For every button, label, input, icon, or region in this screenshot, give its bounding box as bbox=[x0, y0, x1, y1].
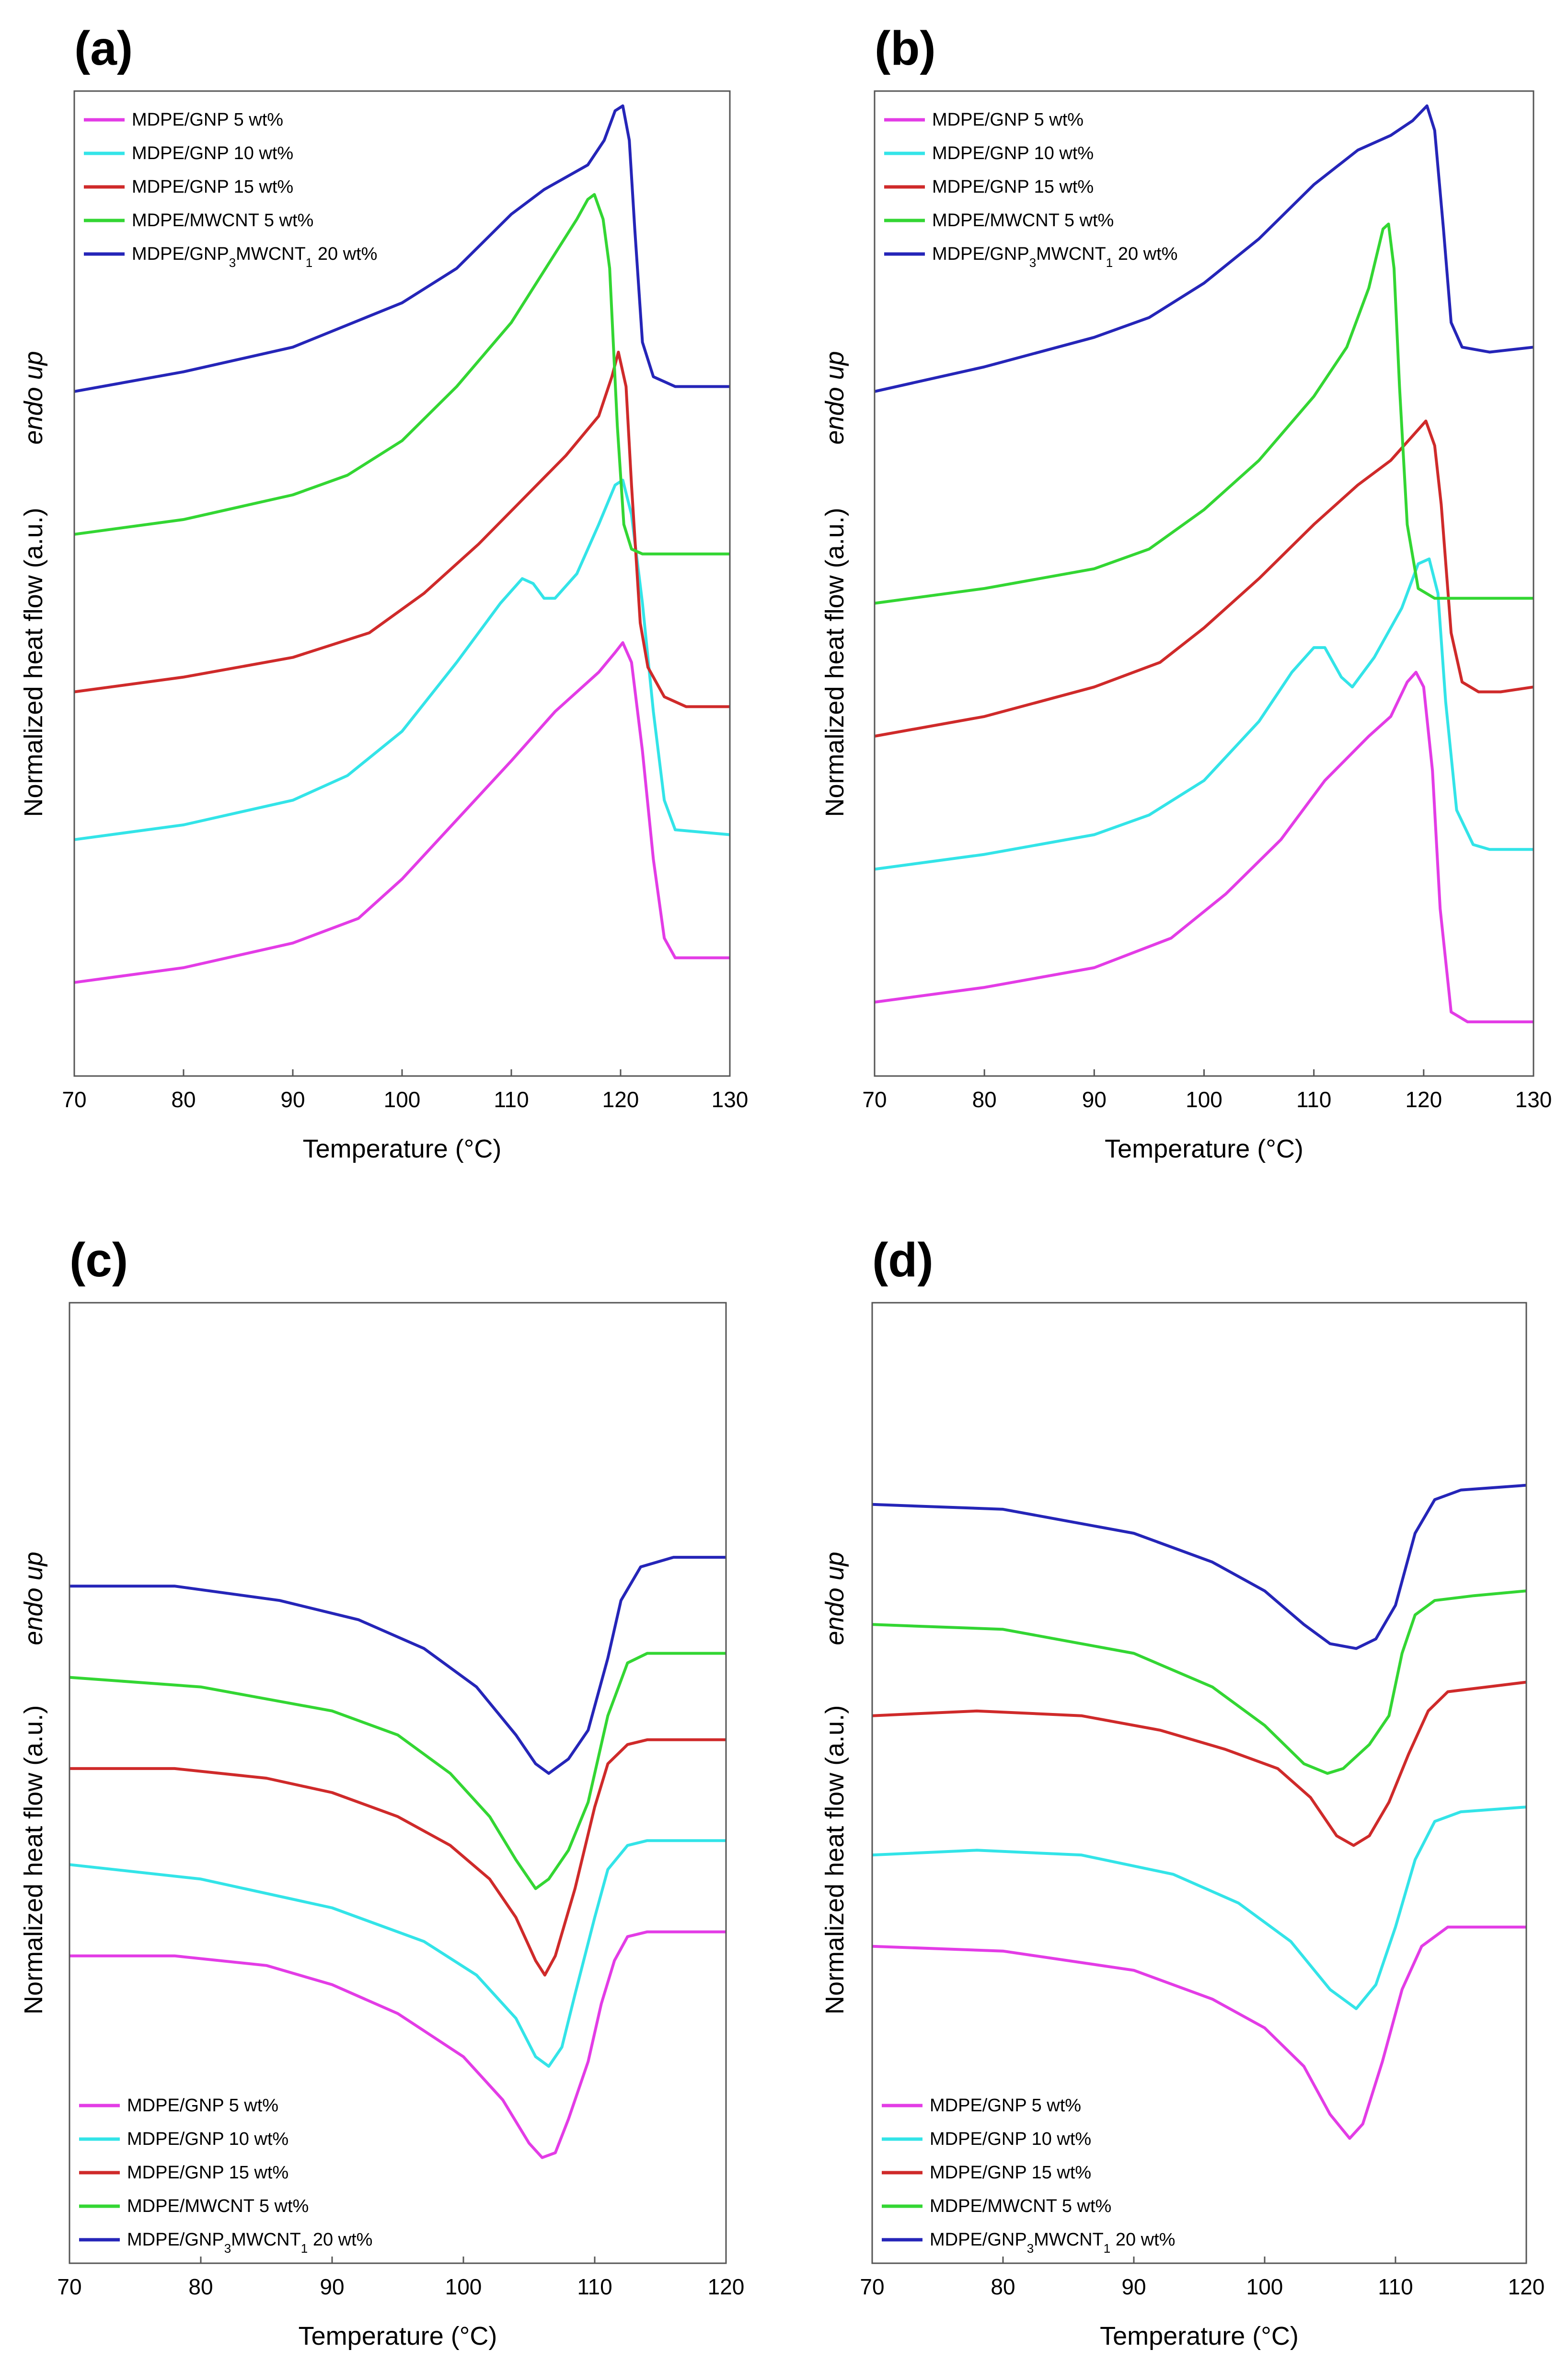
x-tick-label: 130 bbox=[1515, 1087, 1552, 1112]
series-line-2 bbox=[69, 1839, 726, 2068]
x-axis-label: Temperature (°C) bbox=[299, 2322, 497, 2350]
panel-label: (b) bbox=[875, 22, 936, 75]
legend: MDPE/GNP 5 wt% MDPE/GNP 10 wt% MDPE/GNP 15… bbox=[79, 2095, 372, 2256]
x-tick-label: 100 bbox=[1246, 2274, 1283, 2299]
x-tick-label: 110 bbox=[1378, 2274, 1413, 2299]
chart-panel-3: (c) 70 80 90 100 110 120 Temperature (°C) Normal… bbox=[19, 1233, 744, 2350]
series-line-1 bbox=[872, 1925, 1526, 2140]
legend-entry: MDPE/GNP 15 wt% bbox=[127, 2163, 288, 2183]
legend-entry: MDPE/GNP3MWCNT1 20 wt% bbox=[132, 244, 377, 270]
legend-entry: MDPE/GNP 10 wt% bbox=[930, 2129, 1091, 2149]
endo-up-annotation: endo up bbox=[820, 1551, 849, 1645]
legend-entry: MDPE/GNP 15 wt% bbox=[932, 177, 1094, 197]
series-line-2 bbox=[874, 557, 1533, 871]
legend-entry: MDPE/GNP 10 wt% bbox=[127, 2129, 288, 2149]
x-tick-label: 80 bbox=[171, 1087, 196, 1112]
series-line-1 bbox=[74, 641, 730, 984]
x-tick-label: 100 bbox=[445, 2274, 482, 2299]
series-line-4 bbox=[74, 193, 730, 556]
legend-entry: MDPE/GNP 5 wt% bbox=[127, 2095, 278, 2116]
series-line-2 bbox=[74, 478, 730, 841]
legend-entry: MDPE/GNP 5 wt% bbox=[930, 2095, 1081, 2116]
x-axis-label: Temperature (°C) bbox=[1105, 1134, 1303, 1163]
series-line-2 bbox=[872, 1806, 1527, 2010]
y-axis-label: Normalized heat flow (a.u.) bbox=[820, 508, 849, 817]
endo-up-annotation: endo up bbox=[19, 351, 48, 444]
x-tick-label: 120 bbox=[1508, 2274, 1545, 2299]
plot-frame bbox=[69, 1302, 727, 2264]
legend-entry: MDPE/MWCNT 5 wt% bbox=[930, 2196, 1111, 2216]
chart-panel-2: (b) 70 80 90 100 110 120 130 Temperature (°C) Nor… bbox=[820, 22, 1552, 1163]
x-tick-label: 120 bbox=[602, 1087, 639, 1112]
endo-up-annotation: endo up bbox=[19, 1551, 48, 1645]
panel-label: (d) bbox=[872, 1233, 934, 1287]
series-line-3 bbox=[69, 1738, 726, 1977]
x-axis-label: Temperature (°C) bbox=[1100, 2322, 1299, 2350]
chart-panel-4: (d) 70 80 90 100 110 120 Temperature (°C) Normal… bbox=[820, 1233, 1545, 2350]
chart-panel-1: (a) 70 80 90 100 110 120 130 Temperature (°C) Nor… bbox=[19, 22, 748, 1163]
series-line-4 bbox=[874, 222, 1533, 605]
legend-entry: MDPE/MWCNT 5 wt% bbox=[132, 210, 313, 231]
legend-entry: MDPE/MWCNT 5 wt% bbox=[932, 210, 1114, 231]
series-line-5 bbox=[69, 1556, 726, 1775]
x-tick-label: 90 bbox=[1121, 2274, 1146, 2299]
x-tick-label: 80 bbox=[972, 1087, 997, 1112]
x-tick-label: 90 bbox=[1082, 1087, 1107, 1112]
series-line-5 bbox=[874, 104, 1534, 393]
x-tick-label: 80 bbox=[991, 2274, 1015, 2299]
x-tick-label: 90 bbox=[280, 1087, 305, 1112]
legend-entry: MDPE/GNP 10 wt% bbox=[932, 143, 1094, 163]
x-tick-label: 100 bbox=[1186, 1087, 1222, 1112]
legend-entry: MDPE/GNP3MWCNT1 20 wt% bbox=[127, 2230, 372, 2256]
x-tick-label: 70 bbox=[862, 1087, 887, 1112]
legend-entry: MDPE/GNP 5 wt% bbox=[932, 110, 1084, 130]
x-tick-label: 110 bbox=[494, 1087, 529, 1112]
x-tick-label: 120 bbox=[708, 2274, 745, 2299]
x-tick-label: 100 bbox=[384, 1087, 421, 1112]
series-line-5 bbox=[872, 1483, 1527, 1650]
legend-entry: MDPE/MWCNT 5 wt% bbox=[127, 2196, 309, 2216]
y-axis-label: Normalized heat flow (a.u.) bbox=[19, 508, 48, 817]
x-tick-label: 70 bbox=[57, 2274, 81, 2299]
series-line-4 bbox=[69, 1652, 726, 1890]
x-tick-label: 110 bbox=[1296, 1087, 1331, 1112]
legend: MDPE/GNP 5 wt% MDPE/GNP 10 wt% MDPE/GNP 15… bbox=[84, 110, 377, 270]
panel-label: (a) bbox=[74, 22, 133, 75]
legend: MDPE/GNP 5 wt% MDPE/GNP 10 wt% MDPE/GNP 15… bbox=[884, 110, 1177, 270]
legend-entry: MDPE/GNP 5 wt% bbox=[132, 110, 283, 130]
plot-frame bbox=[73, 90, 731, 1077]
series-line-4 bbox=[872, 1589, 1527, 1775]
y-axis-label: Normalized heat flow (a.u.) bbox=[820, 1705, 849, 2014]
legend-entry: MDPE/GNP3MWCNT1 20 wt% bbox=[930, 2230, 1175, 2256]
x-axis-label: Temperature (°C) bbox=[303, 1134, 502, 1163]
series-line-1 bbox=[874, 671, 1533, 1023]
legend-entry: MDPE/GNP3MWCNT1 20 wt% bbox=[932, 244, 1177, 270]
legend-entry: MDPE/GNP 10 wt% bbox=[132, 143, 293, 163]
x-tick-label: 70 bbox=[62, 1087, 86, 1112]
x-tick-label: 130 bbox=[712, 1087, 749, 1112]
y-axis-label: Normalized heat flow (a.u.) bbox=[19, 1705, 48, 2014]
x-tick-label: 90 bbox=[320, 2274, 344, 2299]
x-tick-label: 80 bbox=[188, 2274, 213, 2299]
x-tick-label: 70 bbox=[860, 2274, 884, 2299]
legend-entry: MDPE/GNP 15 wt% bbox=[132, 177, 293, 197]
legend: MDPE/GNP 5 wt% MDPE/GNP 10 wt% MDPE/GNP 15… bbox=[882, 2095, 1175, 2256]
series-line-5 bbox=[74, 104, 730, 393]
plot-frame bbox=[871, 1302, 1527, 2264]
endo-up-annotation: endo up bbox=[820, 351, 849, 444]
panel-label: (c) bbox=[69, 1233, 128, 1287]
series-line-1 bbox=[69, 1930, 726, 2159]
x-tick-label: 110 bbox=[577, 2274, 612, 2299]
series-line-3 bbox=[74, 350, 730, 708]
legend-entry: MDPE/GNP 15 wt% bbox=[930, 2163, 1091, 2183]
series-line-3 bbox=[872, 1680, 1527, 1847]
x-tick-label: 120 bbox=[1405, 1087, 1442, 1112]
